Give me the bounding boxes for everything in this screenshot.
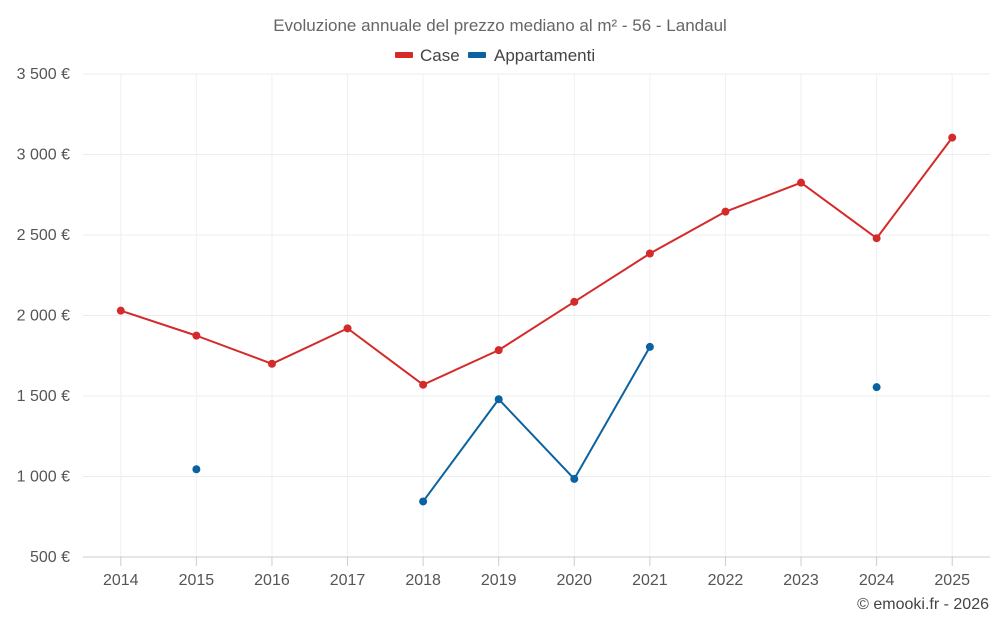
legend: Case Appartamenti [395,46,595,65]
x-tick-label: 2022 [708,572,744,589]
x-tick-label: 2018 [405,572,441,589]
x-tick-label: 2016 [254,572,290,589]
data-point-case[interactable] [343,324,352,333]
y-tick-label: 2 000 € [17,308,70,325]
x-tick-label: 2019 [481,572,517,589]
data-point-appartamenti[interactable] [419,497,428,506]
data-point-case[interactable] [192,331,201,340]
data-point-appartamenti[interactable] [645,342,654,351]
data-point-case[interactable] [797,178,806,187]
data-point-case[interactable] [570,297,579,306]
legend-swatch-case [395,52,413,58]
data-point-appartamenti[interactable] [494,395,503,404]
data-point-case[interactable] [267,359,276,368]
series-layer [116,133,957,506]
x-axis: 2014 2015 2016 2017 2018 2019 2020 2021 2022 2023… [83,556,990,589]
y-tick-label: 3 000 € [17,147,70,164]
y-tick-label: 500 € [30,549,70,566]
data-point-appartamenti[interactable] [872,383,881,392]
grid [83,73,990,557]
legend-label-case[interactable]: Case [420,46,460,65]
x-tick-label: 2023 [783,572,819,589]
legend-swatch-appartamenti [468,52,486,58]
x-tick-label: 2020 [556,572,592,589]
x-tick-label: 2025 [934,572,970,589]
data-point-appartamenti[interactable] [192,465,201,474]
y-tick-label: 1 500 € [17,388,70,405]
data-point-case[interactable] [872,234,881,243]
x-tick-label: 2024 [859,572,895,589]
y-tick-label: 3 500 € [17,66,70,83]
data-point-case[interactable] [948,133,957,142]
chart-title: Evoluzione annuale del prezzo mediano al… [273,16,727,35]
data-point-case[interactable] [721,207,730,216]
data-point-case[interactable] [116,306,125,315]
series-line-appartamenti [422,346,651,503]
data-point-case[interactable] [419,380,428,389]
x-tick-label: 2015 [179,572,215,589]
data-point-appartamenti[interactable] [570,474,579,483]
x-tick-label: 2014 [103,572,139,589]
y-tick-label: 1 000 € [17,469,70,486]
series-line-case [120,136,954,386]
legend-label-appartamenti[interactable]: Appartamenti [494,46,595,65]
x-tick-label: 2017 [330,572,366,589]
y-tick-label: 2 500 € [17,227,70,244]
credit-text: © emooki.fr - 2026 [857,596,989,613]
y-axis: 500 € 1 000 € 1 500 € 2 000 € 2 500 € 3 000 €… [17,66,70,566]
data-point-case[interactable] [645,249,654,258]
x-tick-label: 2021 [632,572,668,589]
data-point-case[interactable] [494,346,503,355]
